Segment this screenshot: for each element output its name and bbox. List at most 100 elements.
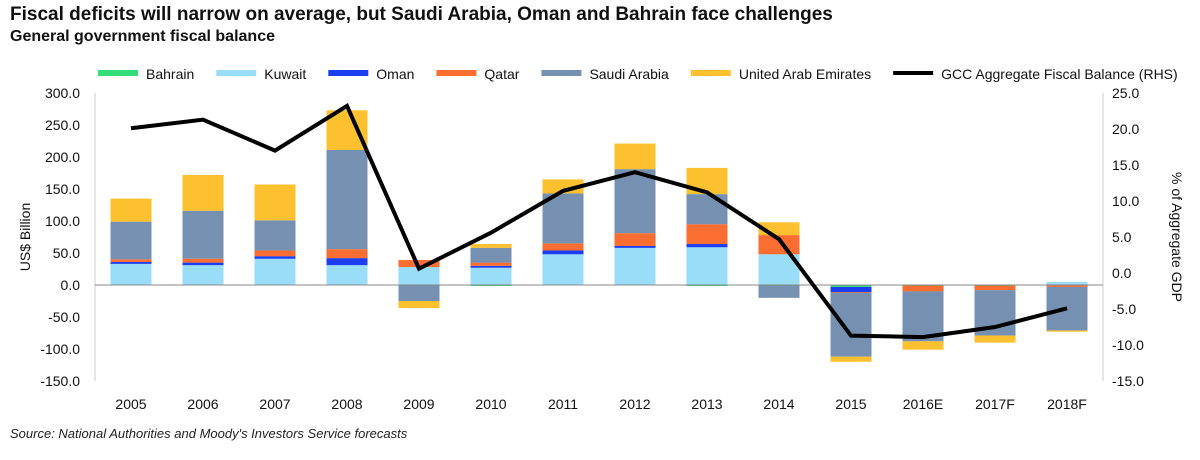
x-tick-label: 2013	[691, 396, 722, 412]
y2-tick-label: -5.0	[1112, 301, 1136, 317]
bar-united-arab-emirates	[398, 301, 440, 309]
legend-swatch	[328, 70, 369, 76]
bar-united-arab-emirates	[326, 110, 368, 150]
bar-qatar	[110, 259, 152, 262]
bar-united-arab-emirates	[254, 184, 296, 221]
legend-swatch	[98, 70, 138, 76]
bar-oman	[326, 258, 368, 266]
legend-swatch	[690, 70, 731, 76]
bar-saudi-arabia	[326, 149, 368, 250]
bar-qatar	[830, 292, 872, 294]
bar-oman	[542, 250, 584, 255]
gcc-aggregate-line	[130, 103, 1068, 340]
legend-label: United Arab Emirates	[739, 66, 871, 82]
bar-qatar	[470, 262, 512, 266]
y2-tick-label: -10.0	[1112, 337, 1144, 353]
y-tick-label: -100.0	[40, 341, 80, 357]
x-tick-label: 2015	[835, 396, 866, 412]
bar-qatar	[686, 224, 728, 245]
bar-united-arab-emirates	[182, 174, 224, 211]
legend-label: GCC Aggregate Fiscal Balance (RHS)	[941, 66, 1178, 82]
legend-swatch	[541, 70, 582, 76]
chart-title: Fiscal deficits will narrow on average, …	[10, 4, 833, 25]
bar-saudi-arabia	[542, 193, 584, 244]
bar-saudi-arabia	[398, 285, 440, 301]
bar-united-arab-emirates	[470, 244, 512, 248]
bar-qatar	[542, 243, 584, 251]
bar-qatar	[902, 285, 944, 292]
bar-saudi-arabia	[254, 220, 296, 251]
y2-tick-label: 25.0	[1112, 85, 1139, 101]
bar-united-arab-emirates	[614, 143, 656, 170]
legend-label: Saudi Arabia	[589, 66, 669, 82]
x-tick-label: 2011	[548, 396, 578, 412]
legend-swatch	[436, 70, 477, 76]
y2-tick-label: 5.0	[1112, 229, 1132, 245]
bar-kuwait	[326, 265, 368, 285]
x-tick-label: 2017F	[975, 396, 1015, 412]
bar-qatar	[758, 235, 800, 255]
x-tick-label: 2008	[331, 396, 362, 412]
y-tick-label: 100.0	[45, 213, 80, 229]
bar-oman	[182, 262, 224, 266]
bar-saudi-arabia	[902, 291, 944, 342]
bar-oman	[110, 261, 152, 264]
x-tick-label: 2007	[259, 396, 290, 412]
bar-kuwait	[542, 254, 584, 285]
legend-swatch	[216, 70, 257, 76]
x-tick-label: 2016E	[903, 396, 943, 412]
y-tick-label: 50.0	[53, 245, 80, 261]
bar-qatar	[326, 249, 368, 259]
bar-saudi-arabia	[182, 210, 224, 259]
y-tick-label: -50.0	[48, 309, 80, 325]
bar-kuwait	[470, 267, 512, 285]
legend-label: Oman	[376, 66, 414, 82]
y2-tick-label: 10.0	[1112, 193, 1139, 209]
bar-qatar	[974, 285, 1016, 291]
bar-kuwait	[398, 267, 440, 285]
legend-label: Kuwait	[264, 66, 306, 82]
y-tick-label: 0.0	[61, 277, 81, 293]
y-tick-label: 300.0	[45, 85, 80, 101]
y-tick-label: 200.0	[45, 149, 80, 165]
legend-label: Qatar	[484, 66, 519, 82]
legend-label: Bahrain	[146, 66, 194, 82]
bar-kuwait	[182, 265, 224, 285]
source-note: Source: National Authorities and Moody's…	[10, 426, 408, 441]
bar-saudi-arabia	[758, 285, 800, 298]
bar-qatar	[1046, 285, 1088, 287]
bar-qatar	[182, 258, 224, 263]
bar-oman	[614, 245, 656, 248]
x-tick-label: 2005	[115, 396, 146, 412]
bar-qatar	[614, 233, 656, 246]
bar-united-arab-emirates	[974, 335, 1016, 343]
x-tick-label: 2012	[619, 396, 650, 412]
bar-united-arab-emirates	[830, 356, 872, 362]
y-tick-label: 250.0	[45, 117, 80, 133]
bar-united-arab-emirates	[110, 198, 152, 222]
bar-united-arab-emirates	[902, 341, 944, 350]
bar-bahrain	[830, 285, 872, 287]
y2-tick-label: 0.0	[1112, 265, 1132, 281]
bar-oman	[830, 286, 872, 293]
bar-saudi-arabia	[686, 194, 728, 225]
bar-saudi-arabia	[614, 169, 656, 234]
bar-kuwait	[614, 247, 656, 285]
bar-saudi-arabia	[110, 221, 152, 260]
y-axis-label: US$ Billion	[17, 203, 33, 271]
bar-kuwait	[254, 258, 296, 285]
y2-tick-label: -15.0	[1112, 373, 1144, 389]
x-tick-label: 2014	[763, 396, 794, 412]
bar-qatar	[254, 250, 296, 257]
chart-subtitle: General government fiscal balance	[10, 28, 275, 45]
bar-oman	[470, 265, 512, 268]
x-tick-label: 2006	[187, 396, 218, 412]
bar-saudi-arabia	[470, 247, 512, 263]
y2-tick-label: 20.0	[1112, 121, 1139, 137]
y2-axis-label: % of Aggregate GDP	[1169, 172, 1185, 302]
bar-kuwait	[686, 247, 728, 285]
y-tick-label: 150.0	[45, 181, 80, 197]
bar-united-arab-emirates	[1046, 330, 1088, 332]
